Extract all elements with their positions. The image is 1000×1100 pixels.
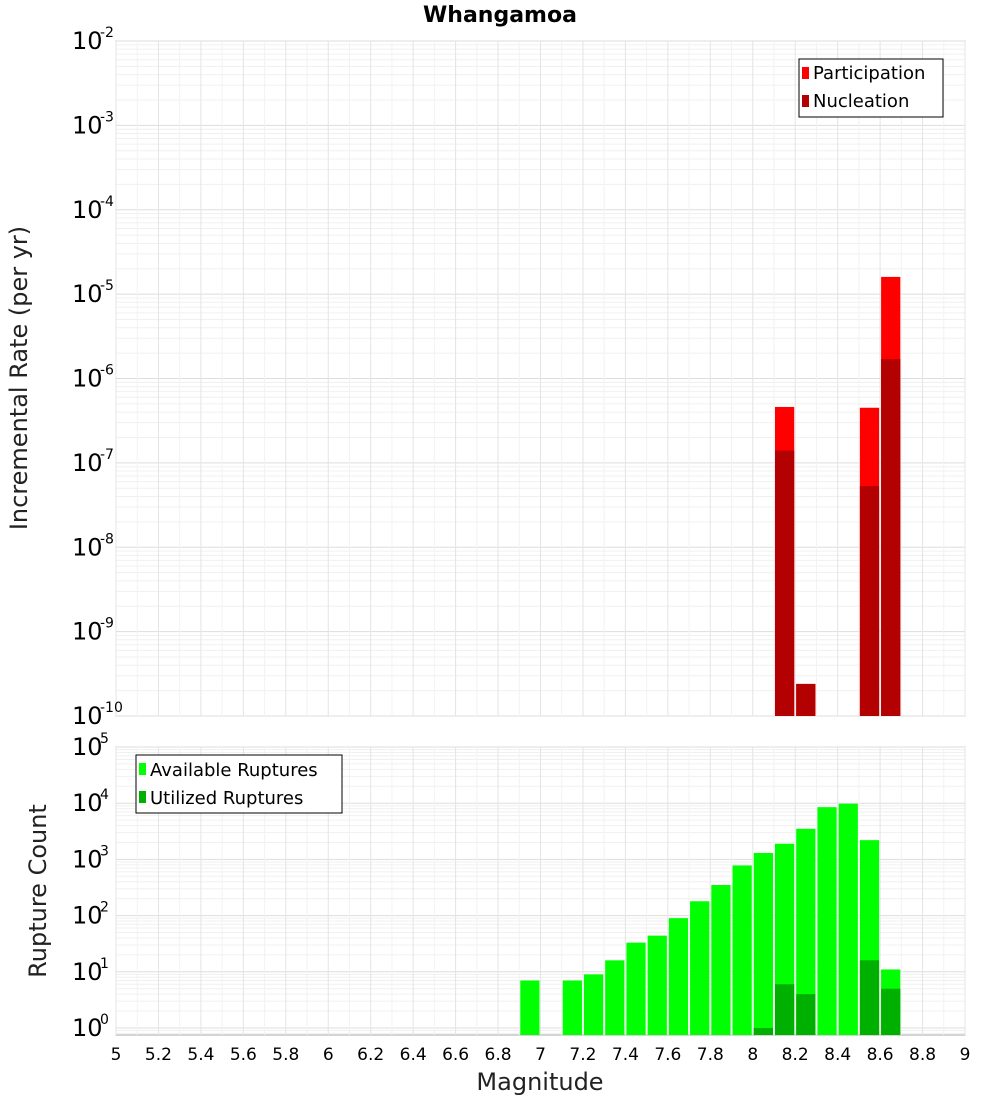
bottom-y-tick-exponent: 3 (100, 843, 109, 859)
top-y-tick-exponent: -8 (100, 531, 114, 547)
legend-label-available: Available Ruptures (150, 760, 318, 781)
top-panel: 10-210-310-410-510-610-710-810-910-10 In… (5, 25, 966, 730)
top-y-tick-base: 10 (72, 449, 103, 477)
top-bar-nucleation (774, 450, 795, 716)
top-y-tick-base: 10 (72, 365, 103, 393)
x-tick-label: 6 (323, 1045, 334, 1065)
bottom-bar-available-ruptures (520, 980, 540, 1035)
bottom-y-tick-base: 10 (72, 845, 103, 873)
top-y-tick-base: 10 (72, 702, 103, 730)
top-y-tick-base: 10 (72, 196, 103, 224)
top-y-axis-label: Incremental Rate (per yr) (5, 226, 33, 530)
bottom-y-tick-exponent: 5 (100, 731, 109, 747)
x-tick-label: 6.8 (485, 1045, 512, 1065)
bottom-y-axis-label: Rupture Count (24, 804, 52, 978)
x-tick-label: 6.4 (400, 1045, 427, 1065)
bottom-bar-available-ruptures (817, 807, 837, 1035)
bottom-bar-available-ruptures (838, 803, 858, 1035)
x-tick-label: 5 (111, 1045, 122, 1065)
x-tick-label: 8.4 (824, 1045, 851, 1065)
bottom-bar-available-ruptures (668, 918, 689, 1035)
bottom-bar-utilized-ruptures (859, 960, 880, 1035)
legend-swatch-participation (802, 67, 809, 79)
x-tick-label: 6.6 (442, 1045, 469, 1065)
top-y-tick-base: 10 (72, 111, 103, 139)
bottom-bars (520, 803, 901, 1035)
bottom-bar-available-ruptures (626, 942, 646, 1035)
top-y-tick-exponent: -6 (100, 363, 114, 379)
bottom-bar-available-ruptures (647, 935, 667, 1035)
bottom-y-tick-base: 10 (72, 789, 103, 817)
x-axis-label: Magnitude (476, 1068, 603, 1096)
x-tick-label: 5.2 (145, 1045, 172, 1065)
top-y-tick-base: 10 (72, 27, 103, 55)
x-tick-label: 8.6 (867, 1045, 894, 1065)
x-tick-label: 6.2 (357, 1045, 384, 1065)
legend-swatch-available (139, 763, 146, 775)
top-y-tick-base: 10 (72, 533, 103, 561)
bottom-y-tick-exponent: 1 (100, 956, 109, 972)
top-bar-nucleation (859, 486, 880, 716)
bottom-bar-utilized-ruptures (774, 984, 795, 1035)
bottom-bar-available-ruptures (753, 852, 773, 1035)
top-y-tick-exponent: -5 (100, 278, 114, 294)
bottom-bar-available-ruptures (711, 885, 731, 1035)
bottom-y-tick-exponent: 0 (100, 1012, 109, 1028)
x-tick-label: 7.6 (654, 1045, 681, 1065)
x-tick-label: 7.4 (612, 1045, 639, 1065)
x-tick-label: 8.2 (782, 1045, 809, 1065)
bottom-bar-available-ruptures (690, 901, 710, 1035)
top-y-tick-exponent: -4 (100, 194, 114, 210)
bottom-bar-utilized-ruptures (753, 1027, 773, 1035)
top-y-tick-exponent: -7 (100, 447, 114, 463)
top-legend: Participation Nucleation (798, 58, 944, 118)
bottom-legend-box (135, 754, 343, 814)
bottom-bar-utilized-ruptures (796, 994, 816, 1035)
bottom-y-tick-base: 10 (72, 1014, 103, 1042)
bottom-y-tick-exponent: 4 (100, 787, 109, 803)
bottom-y-tick-base: 10 (72, 733, 103, 761)
bottom-legend: Available Ruptures Utilized Ruptures (135, 754, 343, 814)
top-y-tick-labels: 10-210-310-410-510-610-710-810-910-10 (72, 25, 123, 730)
x-tick-label: 7 (535, 1045, 546, 1065)
bottom-bar-available-ruptures (583, 974, 604, 1035)
bottom-bar-available-ruptures (796, 828, 816, 1035)
top-y-tick-base: 10 (72, 280, 103, 308)
bottom-y-tick-exponent: 2 (100, 900, 109, 916)
legend-label-utilized: Utilized Ruptures (150, 788, 303, 809)
top-y-tick-exponent: -10 (100, 700, 123, 716)
top-legend-box (798, 58, 944, 118)
x-tick-label: 8.8 (909, 1045, 936, 1065)
x-tick-label: 5.6 (230, 1045, 257, 1065)
bottom-bar-utilized-ruptures (881, 988, 901, 1035)
top-y-tick-exponent: -3 (100, 109, 114, 125)
x-tick-label: 5.8 (272, 1045, 299, 1065)
x-tick-label: 7.2 (569, 1045, 596, 1065)
chart-title: Whangamoa (423, 3, 577, 28)
legend-label-nucleation: Nucleation (813, 91, 909, 112)
top-bar-nucleation (881, 359, 901, 716)
top-y-tick-base: 10 (72, 618, 103, 646)
x-tick-labels: 5 5.2 5.4 5.6 5.8 6 6.2 6.4 6.6 6.8 7 7.2 7.4 7.6 7.8 8… (111, 1045, 971, 1065)
legend-swatch-nucleation (802, 95, 809, 107)
legend-label-participation: Participation (813, 63, 925, 84)
top-gridlines (115, 40, 966, 717)
bottom-bar-available-ruptures (605, 960, 625, 1035)
bottom-bar-available-ruptures (562, 980, 582, 1035)
legend-swatch-utilized (139, 791, 146, 803)
x-tick-label: 8 (747, 1045, 758, 1065)
bottom-bar-available-ruptures (732, 865, 752, 1035)
x-tick-label: 5.4 (187, 1045, 214, 1065)
x-tick-label: 7.8 (697, 1045, 724, 1065)
top-bars (774, 276, 901, 716)
top-y-tick-exponent: -9 (100, 616, 114, 632)
bottom-y-tick-base: 10 (72, 958, 103, 986)
bottom-y-tick-base: 10 (72, 902, 103, 930)
x-tick-label: 9 (960, 1045, 971, 1065)
top-bar-nucleation (796, 683, 816, 716)
top-y-tick-exponent: -2 (100, 25, 114, 41)
